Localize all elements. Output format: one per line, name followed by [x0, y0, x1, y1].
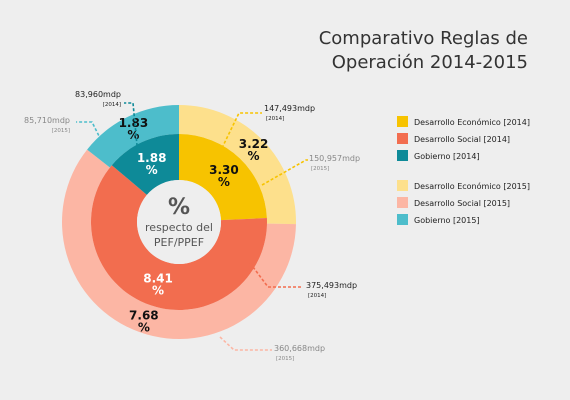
slice-value-label: 3.30 — [209, 163, 239, 177]
legend-swatch — [397, 197, 408, 208]
legend-swatch — [397, 180, 408, 191]
slice-value-label: 8.41 — [143, 272, 173, 286]
slice-value-label: 7.68 — [129, 308, 159, 322]
donut-slice — [91, 165, 268, 310]
slice-percent-symbol: % — [152, 284, 164, 298]
center-label-line2: PEF/PPEF — [154, 236, 204, 249]
donut-center — [137, 180, 221, 264]
slice-amount-label: 85,710mdp — [24, 116, 70, 125]
legend-label: Desarrollo Social [2014] — [414, 135, 510, 144]
callout-leader-line — [124, 102, 139, 157]
donut-slice — [179, 134, 267, 221]
legend-label: Desarrollo Económico [2014] — [414, 117, 530, 127]
slice-year-note: [2015] — [52, 128, 70, 134]
legend-label: Desarrollo Económico [2015] — [414, 181, 530, 191]
legend-swatch — [397, 133, 408, 144]
chart-title-line2: Operación 2014-2015 — [332, 52, 528, 73]
legend-label: Gobierno [2014] — [414, 152, 480, 161]
callout-leader-line — [221, 112, 262, 149]
slice-percent-symbol: % — [218, 175, 230, 189]
slice-amount-label: 147,493mdp — [264, 104, 315, 113]
legend-label: Desarrollo Social [2015] — [414, 199, 510, 208]
slice-year-note: [2015] — [311, 166, 329, 172]
center-label-line1: respecto del — [145, 221, 213, 234]
callout-leader-line — [76, 121, 102, 141]
slice-year-note: [2014] — [103, 102, 121, 108]
center-percent-symbol: % — [168, 195, 190, 220]
slice-amount-label: 360,668mdp — [274, 344, 325, 353]
slice-percent-symbol: % — [138, 320, 150, 334]
slice-amount-label: 83,960mdp — [75, 90, 121, 99]
donut-slice — [61, 149, 296, 339]
slice-percent-symbol: % — [127, 128, 139, 142]
slice-value-label: 1.83 — [119, 116, 149, 130]
legend-swatch — [397, 116, 408, 127]
slice-percent-symbol: % — [248, 149, 260, 163]
donut-slice — [87, 105, 179, 168]
callout-leader-line — [249, 262, 302, 288]
callout-leader-line — [219, 336, 272, 351]
legend-label: Gobierno [2015] — [414, 216, 480, 225]
slice-percent-symbol: % — [146, 163, 158, 177]
slice-amount-label: 150,957mdp — [309, 154, 360, 163]
slice-amount-label: 375,493mdp — [306, 281, 357, 290]
chart-title-line1: Comparativo Reglas de — [319, 28, 528, 49]
legend-swatch — [397, 214, 408, 225]
donut-slice — [179, 105, 296, 225]
legend-swatch — [397, 150, 408, 161]
callout-leader-line — [261, 159, 308, 186]
slice-value-label: 1.88 — [137, 151, 167, 165]
donut-slice — [111, 134, 179, 195]
slice-year-note: [2015] — [276, 356, 294, 362]
slice-year-note: [2014] — [308, 293, 326, 299]
slice-year-note: [2014] — [266, 116, 284, 122]
slice-value-label: 3.22 — [239, 137, 269, 151]
